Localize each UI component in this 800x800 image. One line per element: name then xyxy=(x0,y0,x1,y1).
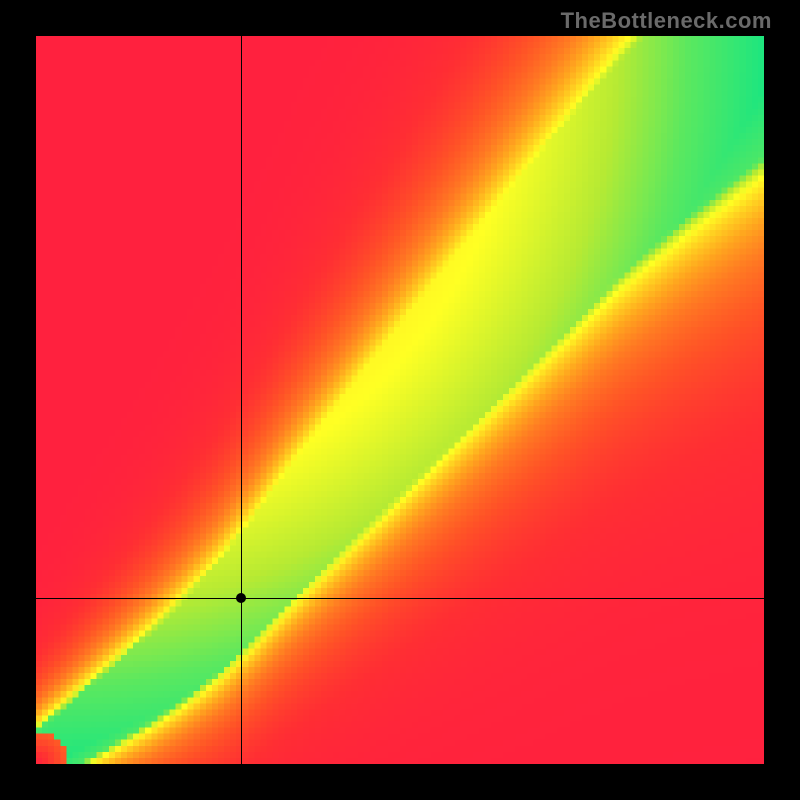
heatmap-plot xyxy=(36,36,764,764)
crosshair-horizontal xyxy=(36,598,764,599)
data-point-marker xyxy=(236,593,246,603)
heatmap-canvas xyxy=(36,36,764,764)
crosshair-vertical xyxy=(241,36,242,764)
watermark-text: TheBottleneck.com xyxy=(561,8,772,34)
